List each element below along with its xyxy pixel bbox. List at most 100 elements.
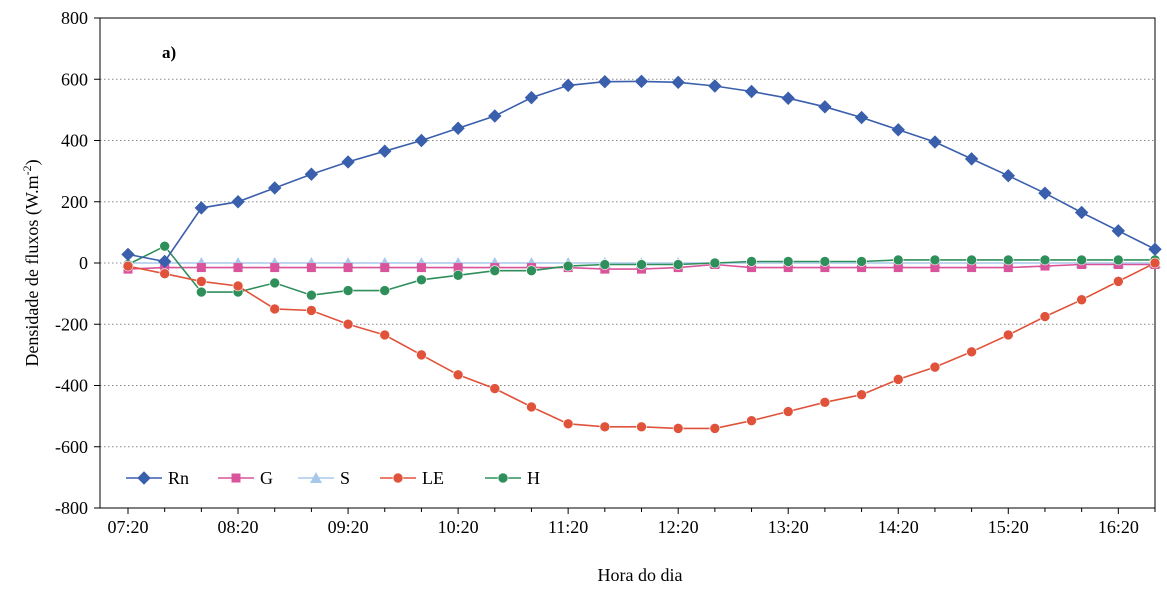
legend: Rn G S LE H — [126, 468, 540, 488]
series-le-point — [526, 401, 537, 413]
series-rn-point — [1148, 242, 1162, 256]
series-le-point — [416, 349, 427, 361]
series-le-point — [1039, 311, 1051, 322]
series-h-point — [746, 256, 757, 267]
series-rn-point — [378, 144, 392, 158]
y-tick-label: 200 — [61, 192, 88, 212]
y-tick-label: -400 — [55, 376, 88, 396]
legend-item-g: G — [218, 468, 273, 488]
y-tick-label: 800 — [61, 8, 88, 28]
series-h-point — [526, 265, 537, 276]
series-le-point — [1149, 257, 1161, 269]
series-le-point — [159, 268, 170, 280]
series-h-point — [379, 285, 391, 296]
legend-swatch-marker — [392, 472, 404, 484]
series-rn-point — [121, 247, 135, 262]
series-le-point — [1002, 329, 1014, 341]
series-rn-line — [127, 80, 1156, 263]
legend-swatch-marker — [497, 472, 509, 484]
series-le-point — [746, 415, 757, 427]
series-g-point — [893, 263, 903, 273]
series-rn-point — [231, 195, 245, 209]
series-rn-point — [708, 79, 722, 93]
series-rn-point — [891, 123, 905, 137]
series-rn-point — [1111, 224, 1126, 238]
series-h-point — [892, 254, 904, 266]
series-le-point — [489, 383, 501, 394]
y-tick-label: -800 — [55, 498, 88, 518]
series-le-point — [819, 397, 831, 408]
y-tick-label: 0 — [79, 253, 88, 273]
series-h-point — [672, 259, 684, 270]
series-g-point — [306, 263, 316, 273]
series-rn-point — [671, 75, 685, 90]
series-rn-point — [1074, 205, 1089, 220]
legend-swatch-marker — [310, 472, 322, 483]
legend-label: LE — [422, 468, 444, 488]
series-h-point — [599, 259, 611, 270]
x-tick-label: 15:20 — [988, 517, 1029, 537]
y-axis-title-close: ) — [22, 159, 43, 165]
series-rn-point — [488, 109, 502, 123]
series-h-point — [159, 240, 170, 252]
series-rn-point — [194, 201, 209, 215]
y-tick-label: -200 — [55, 314, 88, 334]
series-rn-point — [304, 167, 319, 181]
series-le-point — [929, 361, 941, 373]
x-tick-label: 14:20 — [878, 517, 919, 537]
series-h-point — [709, 257, 721, 269]
series-rn-point — [964, 152, 979, 166]
x-tick-label: 09:20 — [328, 517, 369, 537]
legend-item-s: S — [298, 468, 350, 488]
series-h-point — [966, 254, 977, 266]
series-le-point — [966, 346, 977, 358]
series-h-point — [562, 260, 574, 272]
series-le-point — [196, 276, 207, 287]
x-tick-label: 16:20 — [1098, 517, 1139, 537]
series-h-point — [452, 269, 464, 281]
legend-label: Rn — [168, 468, 189, 488]
series-rn-point — [634, 74, 649, 89]
y-tick-label: 400 — [61, 131, 88, 151]
series-h-point — [196, 286, 207, 298]
series-h-point — [489, 265, 501, 276]
legend-swatch-marker — [231, 473, 241, 483]
series-h-point — [1039, 254, 1051, 266]
series-g-point — [1040, 261, 1050, 271]
series-rn-point — [818, 100, 832, 114]
x-tick-label: 11:20 — [548, 517, 588, 537]
series-h-point — [342, 285, 354, 296]
panel-label: a) — [162, 43, 176, 62]
series-rn — [121, 74, 1162, 269]
series-rn-point — [524, 90, 539, 105]
series-rn-point — [561, 78, 575, 93]
series-h-point — [1076, 254, 1087, 266]
series-g-point — [196, 263, 206, 273]
y-tick-label: 600 — [61, 69, 88, 89]
series-le-point — [892, 374, 904, 385]
series-le-point — [232, 280, 244, 292]
series-rn-point — [1001, 169, 1015, 183]
series-h-point — [929, 254, 941, 266]
series-g-point — [416, 263, 426, 273]
legend-label: S — [340, 468, 350, 488]
series-rn-point — [268, 181, 282, 195]
legend-item-le: LE — [380, 468, 444, 488]
series-h-point — [636, 259, 647, 270]
series-h-point — [269, 277, 281, 289]
series-g-point — [233, 263, 243, 273]
y-axis-title-exponent: -2 — [20, 165, 34, 175]
legend-label: G — [260, 468, 273, 488]
series-g-point — [380, 263, 390, 273]
y-axis-title: Densidade de fluxos (W.m-2) — [20, 159, 43, 366]
series-h-point — [856, 256, 867, 267]
x-tick-label: 10:20 — [438, 517, 479, 537]
legend-label: H — [527, 468, 540, 488]
series-rn-point — [451, 121, 465, 135]
series-g-point — [783, 263, 793, 273]
series-g-point — [930, 263, 940, 273]
x-tick-label: 13:20 — [768, 517, 809, 537]
x-tick-label: 07:20 — [107, 517, 148, 537]
